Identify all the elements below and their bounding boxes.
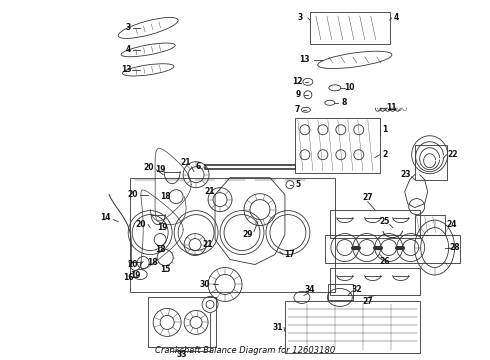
Text: 3: 3 bbox=[125, 23, 131, 32]
Text: 4: 4 bbox=[394, 13, 399, 22]
Text: 21: 21 bbox=[181, 158, 192, 167]
Text: 26: 26 bbox=[379, 257, 390, 266]
Text: 13: 13 bbox=[121, 66, 131, 75]
Text: 2: 2 bbox=[382, 150, 388, 159]
Text: 14: 14 bbox=[100, 213, 111, 222]
Text: Crankshaft Balance Diagram for 12603180: Crankshaft Balance Diagram for 12603180 bbox=[155, 346, 335, 355]
Text: 24: 24 bbox=[446, 220, 457, 229]
Text: 15: 15 bbox=[160, 265, 171, 274]
Text: 19: 19 bbox=[155, 165, 166, 174]
Text: 20: 20 bbox=[135, 220, 146, 229]
Bar bbox=[295, 118, 380, 173]
Text: 4: 4 bbox=[125, 45, 131, 54]
Text: 29: 29 bbox=[243, 230, 253, 239]
Text: 5: 5 bbox=[295, 180, 300, 189]
Text: 10: 10 bbox=[344, 84, 355, 93]
Text: 17: 17 bbox=[285, 250, 295, 259]
Text: 34: 34 bbox=[305, 285, 315, 294]
Text: 32: 32 bbox=[351, 285, 362, 294]
Bar bbox=[310, 12, 390, 44]
Text: 16: 16 bbox=[123, 273, 133, 282]
Text: 1: 1 bbox=[382, 125, 388, 134]
Text: 18: 18 bbox=[147, 258, 157, 267]
Text: 7: 7 bbox=[294, 105, 299, 114]
Bar bbox=[415, 215, 444, 235]
Text: 11: 11 bbox=[387, 103, 397, 112]
Text: 18: 18 bbox=[155, 245, 166, 254]
Bar bbox=[325, 235, 460, 262]
Bar bbox=[285, 301, 419, 354]
Bar bbox=[330, 267, 419, 296]
Text: 9: 9 bbox=[295, 90, 300, 99]
Text: 21: 21 bbox=[203, 240, 213, 249]
Text: 21: 21 bbox=[205, 187, 215, 196]
Text: 20: 20 bbox=[143, 163, 153, 172]
Text: 12: 12 bbox=[293, 77, 303, 86]
Text: 25: 25 bbox=[380, 217, 390, 226]
Bar bbox=[330, 210, 419, 238]
Text: 22: 22 bbox=[447, 150, 458, 159]
Text: 19: 19 bbox=[130, 271, 141, 280]
Text: 20: 20 bbox=[127, 260, 138, 269]
Text: 27: 27 bbox=[363, 193, 373, 202]
Text: 18: 18 bbox=[160, 192, 171, 201]
Bar bbox=[328, 284, 353, 301]
Bar bbox=[130, 178, 335, 292]
Text: 33: 33 bbox=[177, 350, 187, 359]
Text: 31: 31 bbox=[273, 323, 283, 332]
Bar bbox=[415, 145, 447, 180]
Text: 30: 30 bbox=[200, 280, 210, 289]
Text: 3: 3 bbox=[297, 13, 302, 22]
Text: 28: 28 bbox=[449, 243, 460, 252]
Text: 6: 6 bbox=[196, 162, 201, 171]
Text: 13: 13 bbox=[300, 55, 310, 64]
Text: 23: 23 bbox=[400, 170, 411, 179]
Text: 20: 20 bbox=[127, 190, 138, 199]
Text: 27: 27 bbox=[363, 297, 373, 306]
Text: 8: 8 bbox=[341, 98, 346, 107]
Text: 19: 19 bbox=[157, 223, 168, 232]
Bar bbox=[148, 297, 216, 347]
